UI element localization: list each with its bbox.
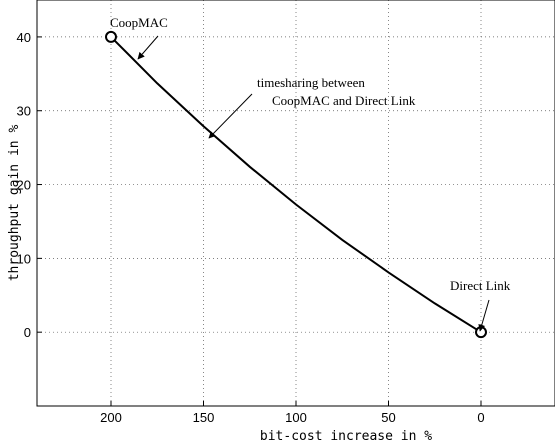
x-tick-label: 150 (193, 410, 215, 425)
annotation-layer: CoopMAC timesharing between CoopMAC and … (110, 15, 511, 332)
tick-labels: 200 150 100 50 0 0 10 20 30 40 (17, 30, 485, 425)
plot-frame (36, 0, 555, 407)
tick-marks (37, 36, 482, 406)
x-tick-label: 0 (477, 410, 484, 425)
annotation-direct-link-arrow (478, 299, 490, 332)
annotation-timesharing-line2: CoopMAC and Direct Link (272, 93, 416, 108)
annotation-coopmac: CoopMAC (110, 15, 168, 30)
grid-lines (37, 0, 555, 406)
y-tick-label: 10 (17, 251, 31, 266)
y-tick-label: 30 (17, 104, 31, 119)
y-tick-label: 0 (24, 325, 31, 340)
x-axis-label: bit-cost increase in % (260, 429, 432, 444)
series-line (110, 36, 482, 334)
annotation-timesharing-arrow (208, 93, 253, 139)
y-tick-label: 40 (17, 30, 31, 45)
annotation-coopmac-arrow (137, 35, 159, 60)
annotation-timesharing-line1: timesharing between (257, 75, 365, 90)
x-tick-label: 50 (381, 410, 395, 425)
x-tick-label: 100 (285, 410, 307, 425)
y-axis-label: throughput gain in % (7, 125, 22, 282)
annotation-direct-link: Direct Link (450, 278, 511, 293)
y-tick-label: 20 (17, 178, 31, 193)
x-tick-label: 200 (100, 410, 122, 425)
endpoint-marker (105, 30, 117, 43)
